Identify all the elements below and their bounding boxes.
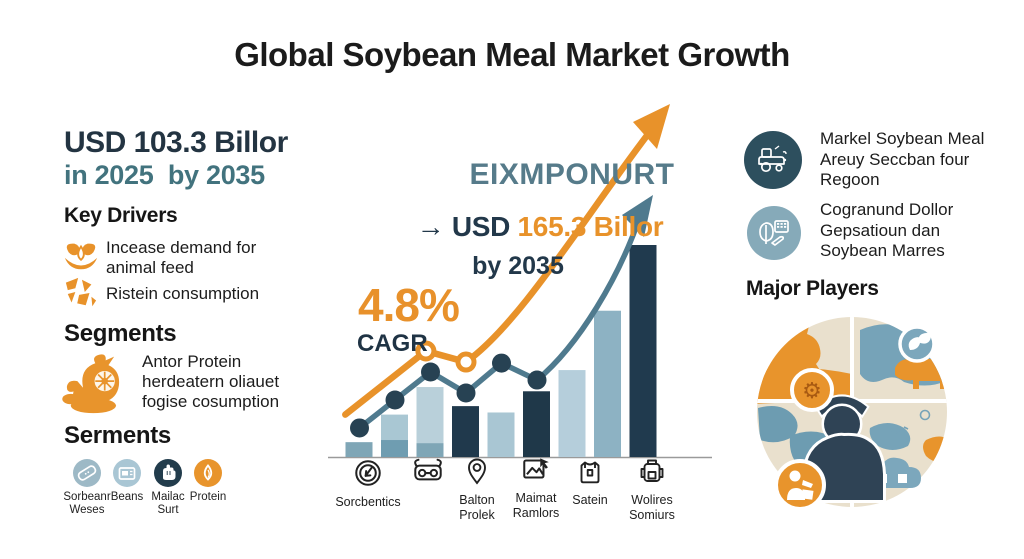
page-title: Global Soybean Meal Market Growth	[234, 36, 790, 73]
target-year: by 2035	[472, 252, 564, 280]
x-axis-item: Balton Prolek	[442, 455, 512, 522]
serment-item: Protein	[184, 459, 232, 504]
gear-icon	[790, 368, 834, 412]
target-value: 165.3 Billor	[517, 211, 664, 242]
right-item-1-text: Markel Soybean Meal Areuy Seccban four R…	[820, 129, 985, 189]
orange-arrowhead	[633, 104, 670, 149]
x-axis-item: Sorcbentics	[333, 457, 403, 510]
teal-arrowhead	[622, 195, 653, 237]
serment-item: Beans	[103, 459, 151, 504]
x-axis-label: Balton Prolek	[459, 493, 495, 522]
bandage-icon	[73, 459, 101, 487]
x-axis-label: Maimat Ramlors	[512, 491, 560, 520]
x-axis-item	[393, 456, 463, 494]
x-axis-label: Wolires Somiurs	[629, 493, 675, 522]
x-axis-label: Sorcbentics	[335, 495, 401, 509]
market-chart-svg	[328, 104, 712, 459]
vest-icon	[575, 461, 605, 491]
target-prefix: → USD	[416, 211, 518, 242]
major-players-heading: Major Players	[746, 277, 879, 300]
card-icon	[113, 459, 141, 487]
lines-group	[342, 121, 659, 438]
key-drivers-heading: Key Drivers	[64, 204, 178, 227]
gauge-circle-icon	[352, 460, 384, 493]
map-fragments-icon	[62, 276, 100, 315]
tractor-circle-icon	[744, 131, 802, 189]
market-size-years: in 2025 by 2035	[64, 160, 265, 190]
right-item-2-text: Cogranund Dollor Gepsatioun dan Soybean …	[820, 200, 954, 260]
driver-2-label: Ristein consumption	[106, 284, 260, 303]
target-value-line: → USD 165.3 Billor	[395, 211, 685, 243]
person-icon	[774, 459, 826, 511]
segments-heading: Segments	[64, 320, 177, 347]
globe-farmer-illustration: ⚙	[757, 317, 947, 511]
serment-label: Mailac Surt	[151, 491, 185, 516]
cagr-value: 4.8%	[358, 279, 460, 331]
bird-wheel-icon	[62, 350, 138, 421]
cagr-label: CAGR	[357, 330, 428, 357]
bars-group	[345, 245, 657, 457]
serment-label: Beans	[110, 491, 144, 503]
x-axis-item: Maimat Ramlors	[501, 453, 571, 520]
serment-label: Sorbeanr Weses	[63, 491, 111, 516]
leaf-calculator-circle-icon	[747, 206, 801, 260]
serment-label: Protein	[189, 491, 227, 503]
serment-item: Mailac Surt	[144, 459, 192, 516]
droplet-icon	[194, 459, 222, 487]
fist-icon	[154, 459, 182, 487]
market-size-2025: USD 103.3 Billor	[64, 126, 288, 159]
chart-heading: EIXMPONURT	[469, 158, 675, 191]
image-cursor-icon	[520, 458, 552, 489]
svg-text:⚙: ⚙	[802, 379, 822, 404]
binoculars-icon	[410, 458, 446, 492]
x-axis-label: Satein	[572, 493, 608, 507]
segments-description: Antor Protein herdeatern oliauet fogise …	[142, 352, 280, 411]
map-pin-icon	[462, 458, 492, 491]
serment-item: Sorbeanr Weses	[63, 459, 111, 516]
feed-flower-icon	[62, 238, 100, 279]
x-axis-item: Satein	[555, 455, 625, 508]
backpack-icon	[637, 459, 667, 491]
serments-heading: Serments	[64, 422, 171, 449]
x-axis-item: Wolires Somiurs	[617, 455, 687, 522]
driver-1-label: Incease demand for animal feed	[106, 238, 257, 277]
